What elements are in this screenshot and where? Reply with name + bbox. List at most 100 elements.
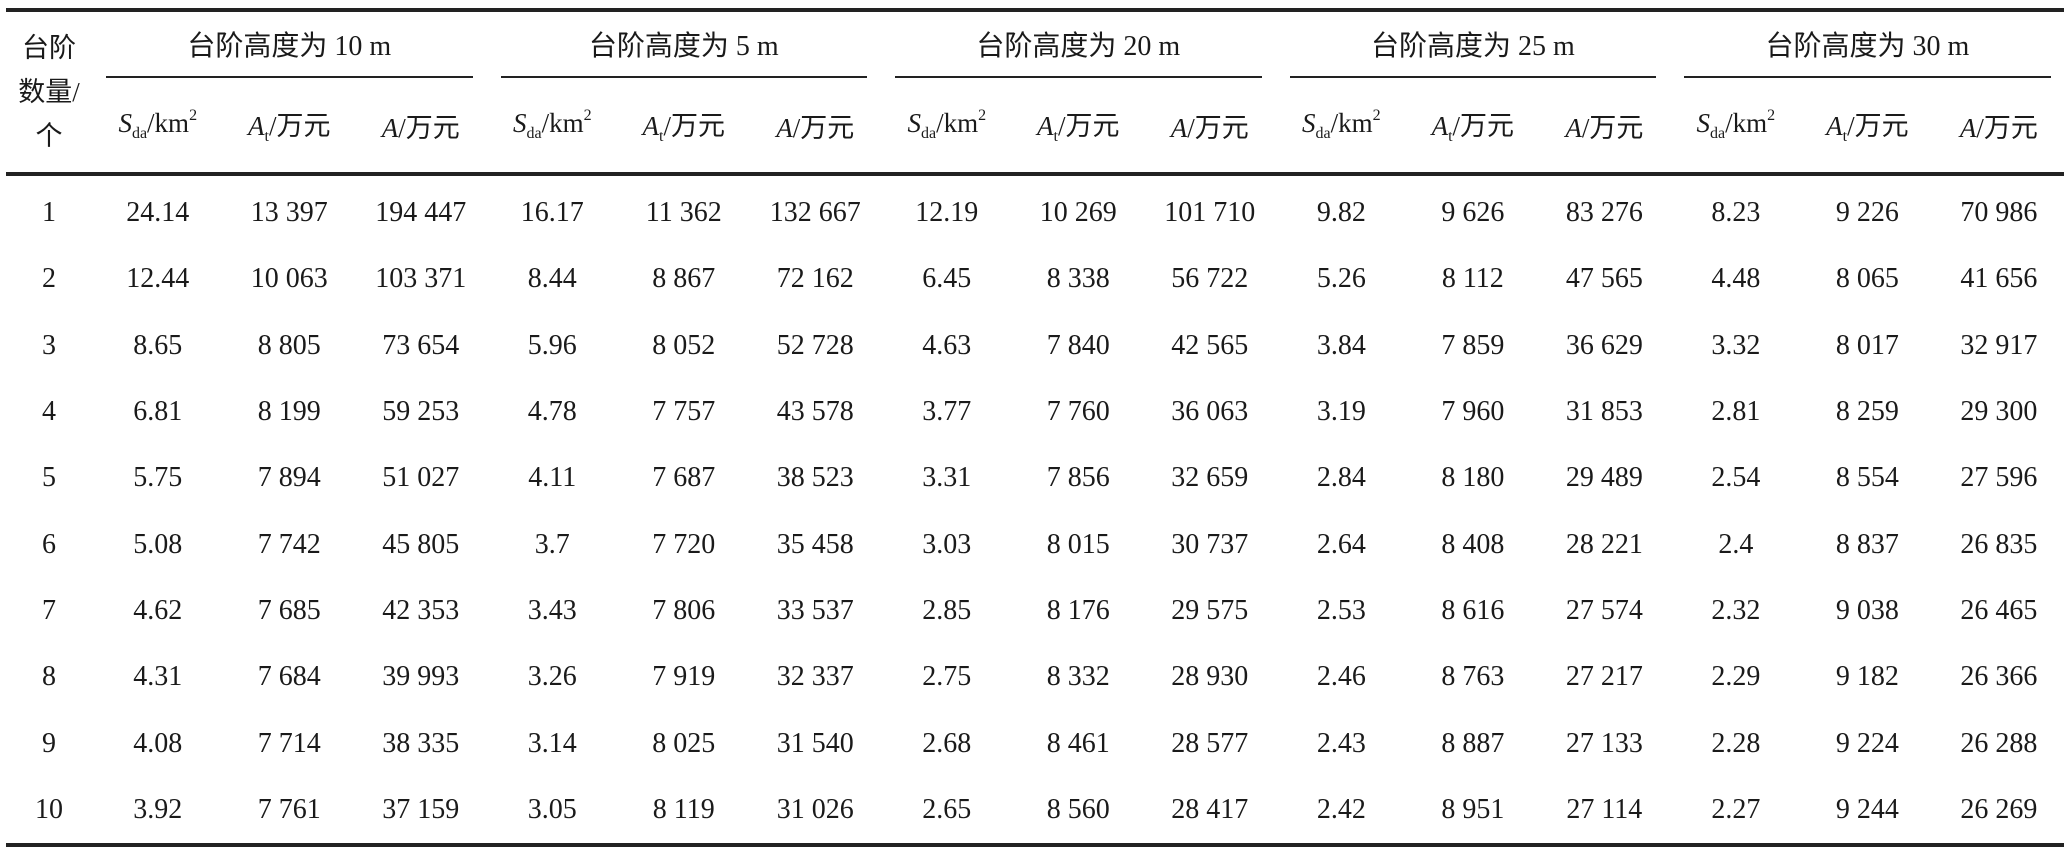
value-cell: 2.68 <box>922 727 972 759</box>
value-cell: 7 760 <box>1046 396 1110 428</box>
value-cell: 2.54 <box>1711 462 1761 494</box>
column-header-sym: A <box>248 111 265 141</box>
value-cell: 2.32 <box>1711 594 1761 626</box>
column-header-sym: A <box>1170 112 1188 143</box>
column-header-sup: 2 <box>1767 107 1776 124</box>
value-cell: 47 565 <box>1565 263 1643 295</box>
value-cell: 3.03 <box>922 528 972 560</box>
column-header-sym: S <box>907 108 921 138</box>
value-cell: 7 894 <box>257 462 321 494</box>
column-header: Sda/km2 <box>1670 78 1802 174</box>
value-cell: 7 714 <box>257 727 321 759</box>
value-cell: 2.42 <box>1316 793 1366 825</box>
column-header-unit: /万元 <box>1976 112 2038 143</box>
step-count-cell: 2 <box>42 263 56 295</box>
value-cell: 7 856 <box>1046 462 1110 494</box>
group-header-label: 台阶高度为 5 m <box>500 12 868 78</box>
value-cell: 42 565 <box>1171 329 1249 361</box>
table-header: 台阶 数量/个台阶高度为 10 m 台阶高度为 5 m 台阶高度为 20 m 台阶高度为… <box>6 10 2064 176</box>
value-cell: 7 757 <box>652 396 716 428</box>
column-header-unit: /km <box>147 108 190 138</box>
column-header: A/万元 <box>355 78 487 174</box>
value-cell: 8 837 <box>1835 528 1899 560</box>
step-count-cell: 3 <box>42 329 56 361</box>
value-cell: 2.64 <box>1316 528 1366 560</box>
value-cell: 8 119 <box>652 793 715 825</box>
column-header-sub: da <box>1315 125 1331 142</box>
value-cell: 8 052 <box>652 329 716 361</box>
value-cell: 10 063 <box>250 263 328 295</box>
value-cell: 2.53 <box>1316 594 1366 626</box>
value-cell: 56 722 <box>1171 263 1249 295</box>
value-cell: 8 176 <box>1046 594 1110 626</box>
value-cell: 7 742 <box>257 528 321 560</box>
value-cell: 32 917 <box>1960 329 2038 361</box>
column-header-sub: da <box>526 125 542 142</box>
value-cell: 5.96 <box>527 329 577 361</box>
column-header-sym: A <box>776 112 793 143</box>
value-cell: 27 114 <box>1566 793 1643 825</box>
row-label-line: 台阶 <box>22 33 76 63</box>
value-cell: 35 458 <box>776 528 854 560</box>
value-cell: 51 027 <box>382 462 460 494</box>
value-cell: 9.82 <box>1316 197 1366 229</box>
value-cell: 3.26 <box>527 661 577 693</box>
value-cell: 24.14 <box>126 197 190 229</box>
column-header: A/万元 <box>1539 78 1671 174</box>
value-cell: 3.19 <box>1316 396 1366 428</box>
column-header-unit: /万元 <box>1187 112 1249 143</box>
value-cell: 27 596 <box>1960 462 2038 494</box>
column-header-sub: t <box>659 128 664 145</box>
value-cell: 36 629 <box>1565 329 1643 361</box>
value-cell: 28 930 <box>1171 661 1249 693</box>
value-cell: 9 626 <box>1441 197 1505 229</box>
column-header-unit: /km <box>1330 108 1373 138</box>
value-cell: 29 300 <box>1960 396 2038 428</box>
value-cell: 26 366 <box>1960 661 2038 693</box>
value-cell: 26 465 <box>1960 594 2038 626</box>
column-header-sym: S <box>1302 108 1316 138</box>
column-header: Sda/km2 <box>92 78 224 174</box>
value-cell: 7 840 <box>1046 329 1110 361</box>
value-cell: 33 537 <box>776 594 854 626</box>
value-cell: 42 353 <box>382 594 460 626</box>
value-cell: 32 337 <box>776 661 854 693</box>
column-header: At/万元 <box>1013 78 1145 174</box>
value-cell: 3.14 <box>527 727 577 759</box>
value-cell: 4.63 <box>922 329 972 361</box>
value-cell: 8 554 <box>1835 462 1899 494</box>
row-label-line: 个 <box>35 121 63 151</box>
column-header-sub: da <box>131 125 148 142</box>
value-cell: 4.78 <box>527 396 577 428</box>
value-cell: 9 226 <box>1835 197 1899 229</box>
value-cell: 26 269 <box>1960 793 2038 825</box>
value-cell: 27 217 <box>1565 661 1643 693</box>
value-cell: 26 835 <box>1960 528 2038 560</box>
value-cell: 8 951 <box>1441 793 1505 825</box>
value-cell: 7 960 <box>1441 396 1505 428</box>
value-cell: 8.23 <box>1711 197 1761 229</box>
column-header: At/万元 <box>224 78 356 174</box>
value-cell: 101 710 <box>1164 197 1256 229</box>
row-label-line: 数量/ <box>18 77 80 107</box>
value-cell: 7 761 <box>257 793 321 825</box>
column-header-sub: da <box>1710 125 1726 142</box>
column-header: Sda/km2 <box>1276 78 1408 174</box>
column-header-unit: /km <box>936 108 979 138</box>
column-header: A/万元 <box>1933 78 2064 174</box>
value-cell: 2.81 <box>1711 396 1761 428</box>
value-cell: 37 159 <box>382 793 460 825</box>
value-cell: 3.05 <box>527 793 577 825</box>
value-cell: 27 133 <box>1565 727 1643 759</box>
table-row: 4 6.81 8 199 59 253 4.78 7 757 43 578 3.77 7 760… <box>6 379 2064 445</box>
value-cell: 28 417 <box>1171 793 1249 825</box>
value-cell: 70 986 <box>1960 197 2038 229</box>
value-cell: 5.75 <box>133 462 183 494</box>
value-cell: 8 560 <box>1046 793 1110 825</box>
table-row: 9 4.08 7 714 38 335 3.14 8 025 31 540 2.68 8 461… <box>6 710 2064 776</box>
table-row: 5 5.75 7 894 51 027 4.11 7 687 38 523 3.31 7 856… <box>6 445 2064 511</box>
value-cell: 28 577 <box>1171 727 1249 759</box>
value-cell: 4.11 <box>528 462 577 494</box>
value-cell: 2.84 <box>1316 462 1366 494</box>
column-header: A/万元 <box>750 78 882 174</box>
